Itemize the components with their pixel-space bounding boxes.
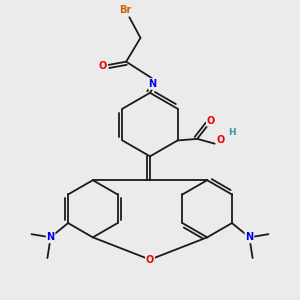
- Text: Br: Br: [119, 5, 132, 15]
- Text: N: N: [46, 232, 55, 242]
- Text: O: O: [207, 116, 215, 126]
- Text: O: O: [98, 61, 106, 71]
- Text: N: N: [245, 232, 253, 242]
- Text: O: O: [217, 136, 225, 146]
- Text: H: H: [228, 128, 236, 137]
- Text: O: O: [146, 255, 154, 265]
- Text: N: N: [148, 79, 157, 89]
